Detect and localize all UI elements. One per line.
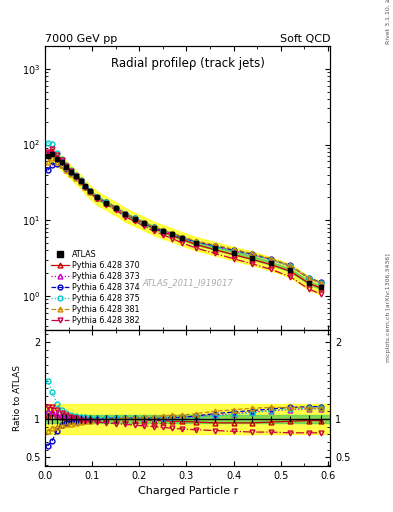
- Text: mcplots.cern.ch [arXiv:1306.3436]: mcplots.cern.ch [arXiv:1306.3436]: [386, 253, 391, 361]
- Text: ATLAS_2011_I919017: ATLAS_2011_I919017: [142, 278, 233, 287]
- Text: 7000 GeV pp: 7000 GeV pp: [45, 33, 118, 44]
- Text: Soft QCD: Soft QCD: [280, 33, 330, 44]
- Y-axis label: Ratio to ATLAS: Ratio to ATLAS: [13, 365, 22, 431]
- X-axis label: Charged Particle r: Charged Particle r: [138, 486, 238, 496]
- Text: Rivet 3.1.10, ≥ 2.4M events: Rivet 3.1.10, ≥ 2.4M events: [386, 0, 391, 44]
- Legend: ATLAS, Pythia 6.428 370, Pythia 6.428 373, Pythia 6.428 374, Pythia 6.428 375, P: ATLAS, Pythia 6.428 370, Pythia 6.428 37…: [49, 248, 141, 327]
- Text: Radial profileρ (track jets): Radial profileρ (track jets): [111, 57, 264, 71]
